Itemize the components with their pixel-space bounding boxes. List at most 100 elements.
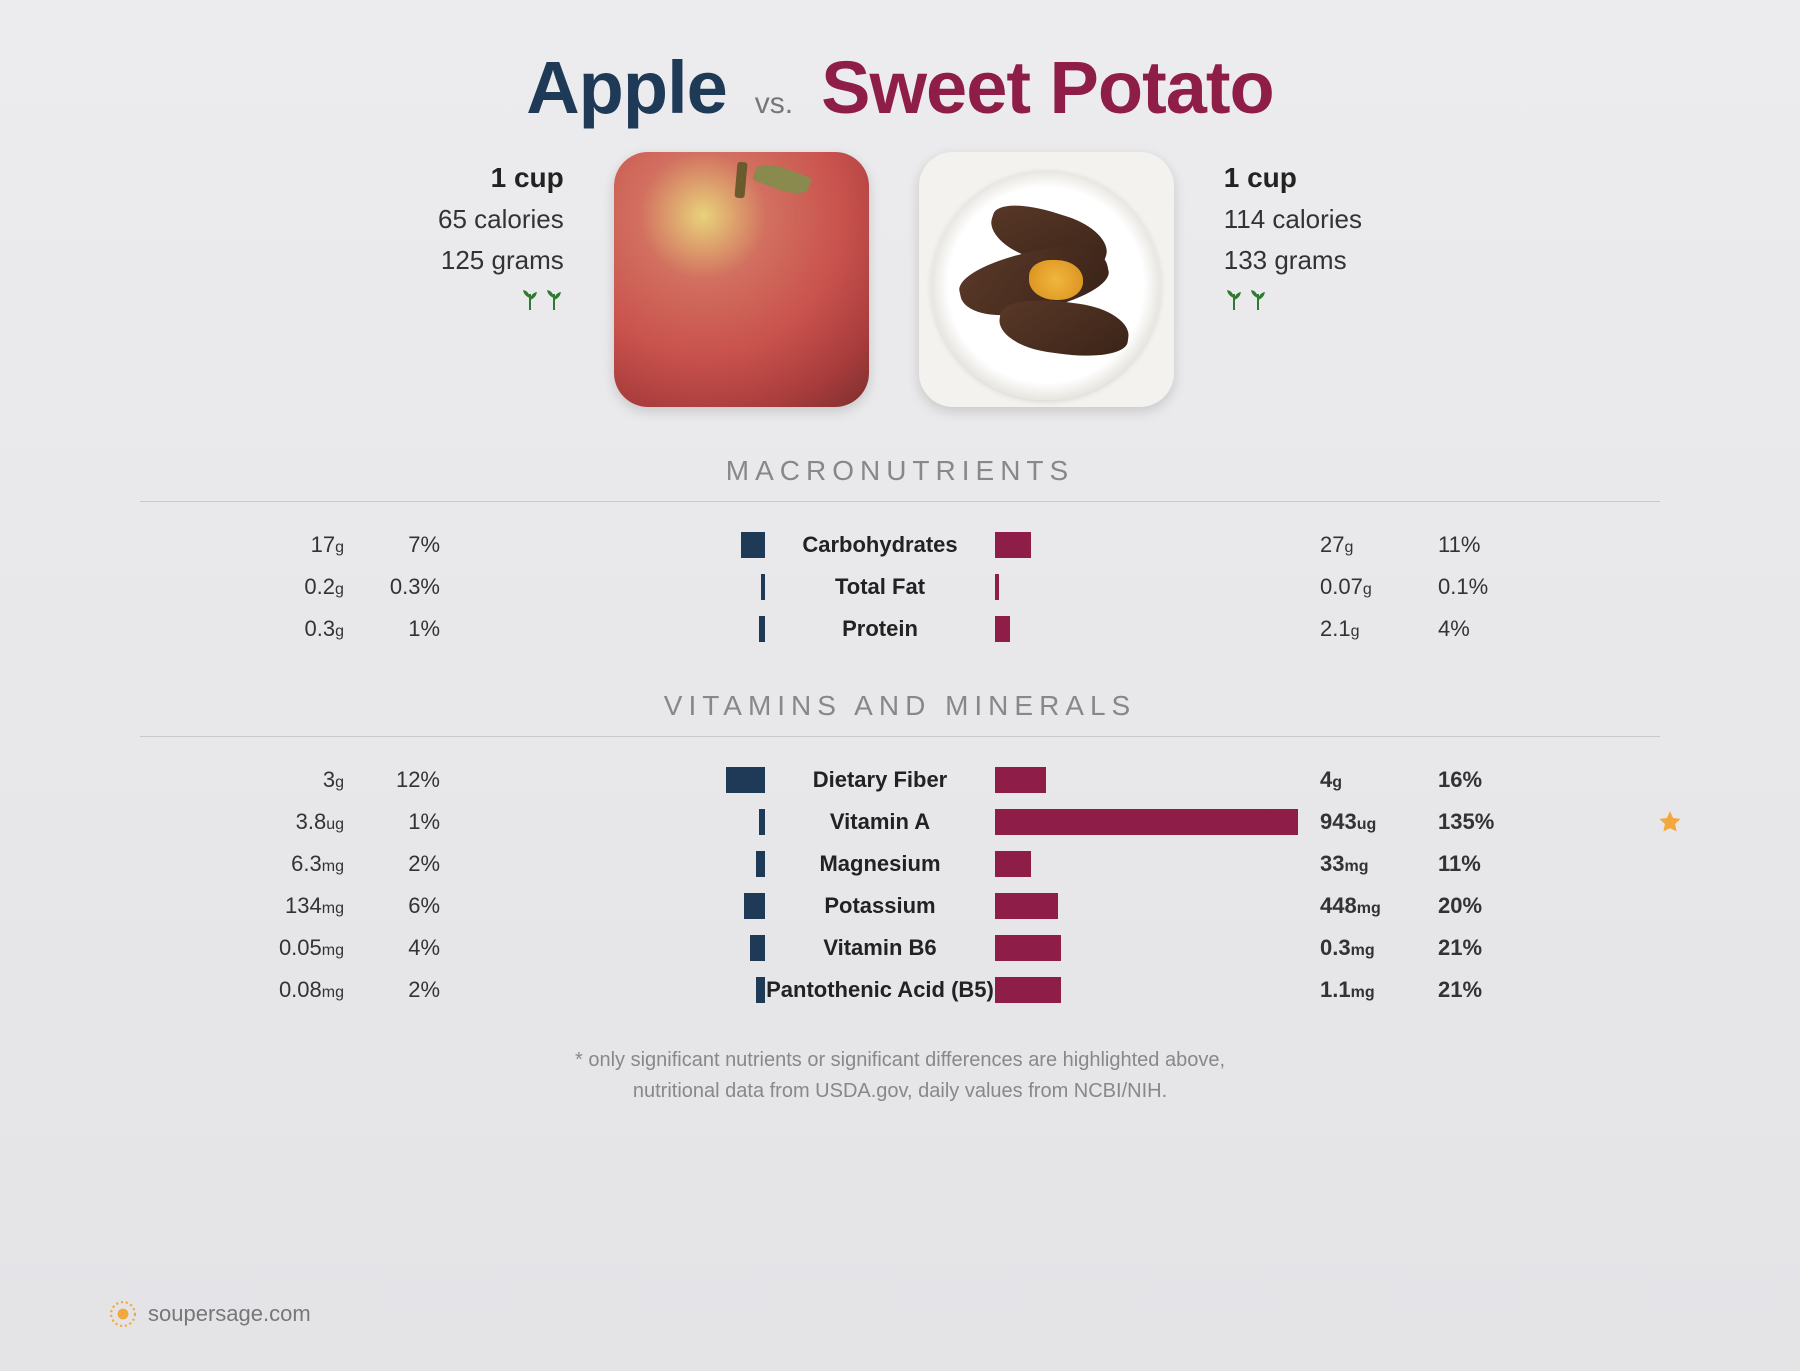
nutrient-name: Pantothenic Acid (B5): [765, 977, 995, 1003]
nutrient-name: Magnesium: [765, 851, 995, 877]
section-divider: [140, 501, 1660, 502]
right-food-image: [919, 152, 1174, 407]
comparison-header: Apple vs. Sweet Potato: [110, 45, 1690, 130]
nutrient-left-values: 0.05mg4%: [110, 935, 440, 961]
left-amount: 6.3mg: [266, 851, 344, 877]
plant-icon: [1248, 286, 1268, 317]
left-amount: 0.3g: [266, 616, 344, 642]
nutrient-row: 6.3mg2% Magnesium 33mg11%: [110, 843, 1690, 885]
left-food-image: [614, 152, 869, 407]
right-percent: 21%: [1438, 977, 1488, 1003]
left-percent: 7%: [390, 532, 440, 558]
food-title-left: Apple: [526, 45, 727, 130]
left-calories: 65 calories: [438, 204, 564, 235]
nutrient-right-values: 448mg20%: [1320, 893, 1650, 919]
nutrient-right-values: 2.1g4%: [1320, 616, 1650, 642]
right-amount: 448mg: [1320, 893, 1398, 919]
left-amount: 3.8ug: [266, 809, 344, 835]
nutrient-left-values: 134mg6%: [110, 893, 440, 919]
footnote-line-2: nutritional data from USDA.gov, daily va…: [110, 1076, 1690, 1107]
footnote: * only significant nutrients or signific…: [110, 1045, 1690, 1107]
vs-label: vs.: [755, 87, 793, 121]
nutrient-row: 0.2g0.3% Total Fat 0.07g 0.1%: [110, 566, 1690, 608]
nutrient-row: 134mg6% Potassium 448mg20%: [110, 885, 1690, 927]
right-amount: 27g: [1320, 532, 1398, 558]
left-bar-fill: [726, 767, 762, 793]
right-percent: 0.1%: [1438, 574, 1488, 600]
right-bar: [995, 976, 1320, 1004]
right-amount: 4g: [1320, 767, 1398, 793]
bar-tick: [762, 851, 765, 877]
nutrient-name: Vitamin A: [765, 809, 995, 835]
nutrient-right-values: 33mg11%: [1320, 851, 1650, 877]
right-percent: 11%: [1438, 532, 1488, 558]
left-bar: [440, 976, 765, 1004]
right-percent: 4%: [1438, 616, 1488, 642]
left-bar: [440, 892, 765, 920]
right-bar: [995, 573, 1320, 601]
bar-tick: [762, 767, 765, 793]
right-calories: 114 calories: [1224, 204, 1362, 235]
nutrient-left-values: 3.8ug1%: [110, 809, 440, 835]
bar-tick: [762, 893, 765, 919]
footnote-line-1: * only significant nutrients or signific…: [110, 1045, 1690, 1076]
nutrient-row: 17g7% Carbohydrates 27g 11%: [110, 524, 1690, 566]
section-divider: [140, 736, 1660, 737]
bar-tick: [762, 977, 765, 1003]
left-percent: 12%: [390, 767, 440, 793]
nutrient-row: 0.08mg2% Pantothenic Acid (B5) 1.1mg21%: [110, 969, 1690, 1011]
brand-attribution: soupersage.com: [110, 1301, 311, 1327]
brand-logo-icon: [110, 1301, 136, 1327]
left-amount: 134mg: [266, 893, 344, 919]
right-bar: [995, 615, 1320, 643]
nutrient-row: 0.3g1%Protein2.1g4%: [110, 608, 1690, 650]
right-bar-fill: [998, 532, 1031, 558]
left-amount: 0.08mg: [266, 977, 344, 1003]
nutrient-right-values: 943ug135%: [1320, 809, 1650, 835]
bar-tick: [762, 935, 765, 961]
food-title-right: Sweet Potato: [821, 45, 1274, 130]
right-amount: 0.3mg: [1320, 935, 1398, 961]
nutrient-left-values: 0.2g0.3%: [110, 574, 440, 600]
nutrient-row: 3g 12% Dietary Fiber 4g16%: [110, 759, 1690, 801]
left-bar-fill: [741, 532, 762, 558]
right-bar-fill: [998, 977, 1061, 1003]
nutrient-left-values: 0.3g1%: [110, 616, 440, 642]
right-bar: [995, 531, 1320, 559]
nutrient-right-values: 1.1mg21%: [1320, 977, 1650, 1003]
nutrient-left-values: 17g7%: [110, 532, 440, 558]
right-bar: [995, 892, 1320, 920]
nutrient-name: Dietary Fiber: [765, 767, 995, 793]
nutrient-right-values: 27g 11%: [1320, 532, 1650, 558]
brand-text: soupersage.com: [148, 1301, 311, 1327]
right-bar: [995, 934, 1320, 962]
star-indicator: [1650, 809, 1690, 835]
bar-tick: [762, 532, 765, 558]
nutrient-name: Carbohydrates: [765, 532, 995, 558]
right-grams: 133 grams: [1224, 245, 1362, 276]
right-plant-icons: [1224, 286, 1362, 317]
nutrient-name: Total Fat: [765, 574, 995, 600]
nutrient-left-values: 0.08mg2%: [110, 977, 440, 1003]
right-serving: 1 cup: [1224, 162, 1362, 194]
nutrient-right-values: 4g16%: [1320, 767, 1650, 793]
right-amount: 0.07g: [1320, 574, 1398, 600]
nutrient-right-values: 0.3mg 21%: [1320, 935, 1650, 961]
left-amount: 3g: [266, 767, 344, 793]
nutrient-name: Potassium: [765, 893, 995, 919]
left-bar: [440, 808, 765, 836]
left-percent: 4%: [390, 935, 440, 961]
right-bar-fill: [998, 935, 1061, 961]
left-grams: 125 grams: [438, 245, 564, 276]
right-amount: 33mg: [1320, 851, 1398, 877]
left-plant-icons: [438, 286, 564, 317]
left-bar: [440, 573, 765, 601]
right-percent: 21%: [1438, 935, 1488, 961]
nutrient-right-values: 0.07g 0.1%: [1320, 574, 1650, 600]
nutrient-left-values: 6.3mg2%: [110, 851, 440, 877]
right-bar-fill: [998, 767, 1046, 793]
section-title: MACRONUTRIENTS: [110, 455, 1690, 487]
right-bar: [995, 808, 1320, 836]
bar-tick: [762, 616, 765, 642]
nutrient-row: 3.8ug1% Vitamin A 943ug135%: [110, 801, 1690, 843]
